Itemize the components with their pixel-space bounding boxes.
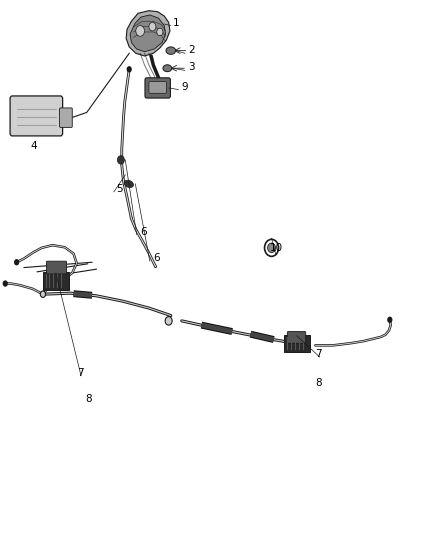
- FancyBboxPatch shape: [60, 108, 72, 127]
- Text: 5: 5: [116, 184, 123, 194]
- Circle shape: [136, 26, 145, 36]
- FancyBboxPatch shape: [10, 96, 63, 136]
- Polygon shape: [126, 11, 170, 56]
- Text: 8: 8: [85, 394, 92, 405]
- Text: 10: 10: [269, 243, 283, 253]
- Text: 1: 1: [173, 18, 180, 28]
- Polygon shape: [130, 15, 166, 52]
- Circle shape: [127, 66, 132, 72]
- Circle shape: [117, 156, 124, 164]
- FancyBboxPatch shape: [284, 335, 310, 352]
- Text: 3: 3: [188, 62, 195, 72]
- Text: 4: 4: [31, 141, 37, 151]
- Text: 6: 6: [153, 253, 160, 263]
- Circle shape: [268, 243, 276, 253]
- Text: 6: 6: [140, 227, 147, 237]
- Circle shape: [3, 280, 8, 287]
- FancyBboxPatch shape: [46, 261, 67, 274]
- FancyBboxPatch shape: [149, 82, 166, 93]
- Ellipse shape: [163, 65, 172, 71]
- Circle shape: [157, 28, 163, 36]
- Ellipse shape: [166, 47, 176, 54]
- Text: 9: 9: [182, 82, 188, 92]
- Circle shape: [40, 291, 46, 297]
- FancyBboxPatch shape: [43, 272, 69, 290]
- Circle shape: [265, 239, 279, 256]
- Circle shape: [387, 317, 392, 323]
- Circle shape: [14, 259, 19, 265]
- Circle shape: [149, 22, 156, 31]
- Text: 2: 2: [188, 45, 195, 55]
- Ellipse shape: [124, 180, 134, 188]
- Text: 8: 8: [315, 378, 322, 389]
- Text: 7: 7: [77, 368, 83, 378]
- FancyBboxPatch shape: [287, 332, 306, 343]
- FancyBboxPatch shape: [145, 78, 170, 98]
- Circle shape: [165, 317, 172, 325]
- Text: 7: 7: [315, 349, 322, 359]
